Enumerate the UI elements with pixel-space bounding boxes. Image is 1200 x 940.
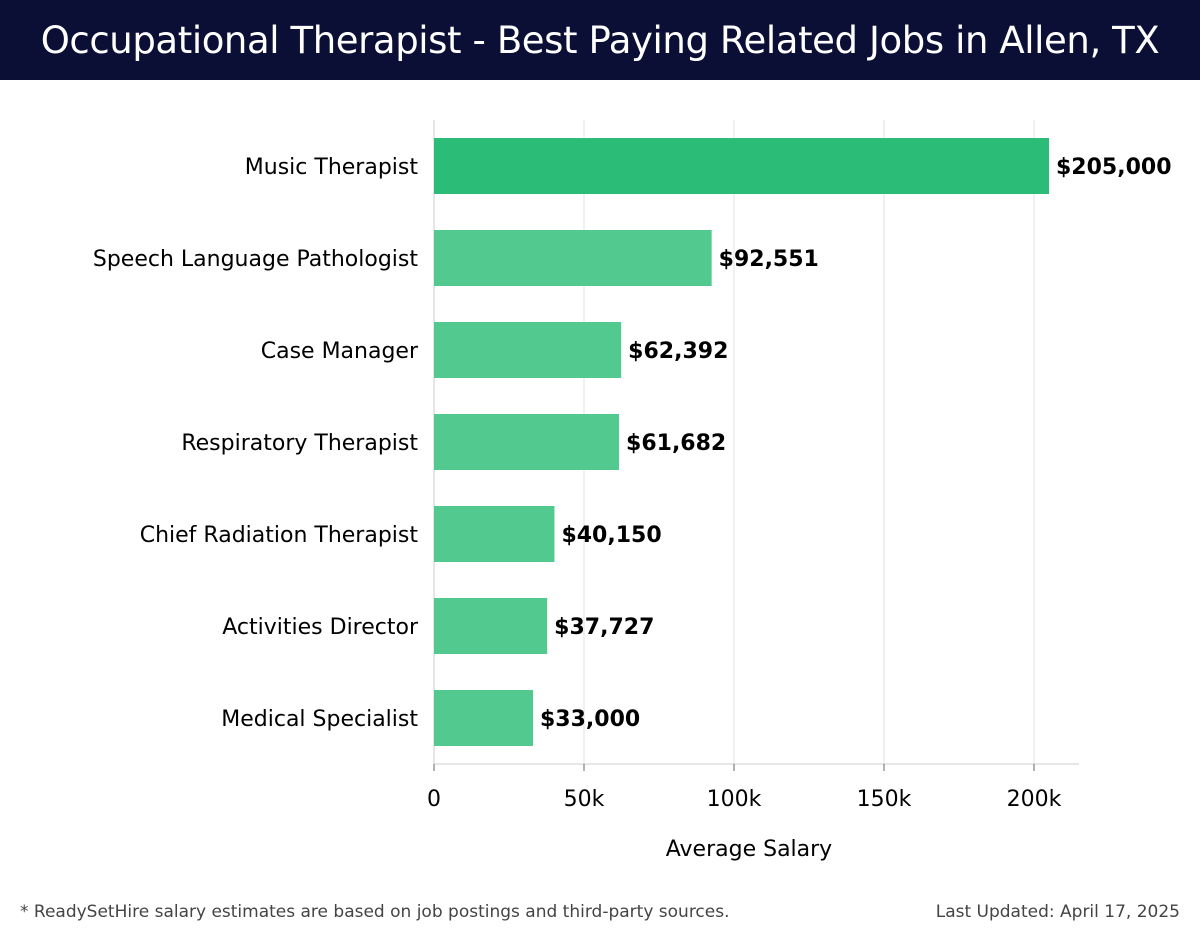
data-label: $62,392 [628, 339, 728, 364]
data-label: $205,000 [1056, 155, 1172, 180]
bar [434, 506, 555, 562]
bar [434, 690, 533, 746]
last-updated: Last Updated: April 17, 2025 [935, 902, 1180, 922]
chart-header: Occupational Therapist - Best Paying Rel… [0, 0, 1200, 80]
category-label: Respiratory Therapist [181, 431, 418, 456]
x-tick-label: 150k [857, 787, 912, 812]
data-label: $92,551 [719, 247, 819, 272]
category-label: Medical Specialist [221, 707, 418, 732]
data-label: $40,150 [561, 523, 661, 548]
category-label: Music Therapist [245, 155, 419, 180]
x-tick-label: 200k [1007, 787, 1062, 812]
data-label: $61,682 [626, 431, 726, 456]
bar [434, 414, 620, 470]
bar [434, 230, 712, 286]
chart-title: Occupational Therapist - Best Paying Rel… [40, 18, 1160, 62]
bar [434, 322, 622, 378]
category-label: Activities Director [222, 615, 419, 640]
data-label: $37,727 [554, 615, 654, 640]
x-axis-title: Average Salary [666, 837, 832, 862]
x-tick-label: 100k [707, 787, 762, 812]
data-label: $33,000 [540, 707, 640, 732]
bar [434, 138, 1049, 194]
bar [434, 598, 548, 654]
x-tick-label: 0 [427, 787, 441, 812]
bar-chart: 0 50k 100k 150k 200k Average Salary Music Ther… [93, 120, 1172, 862]
footnote: * ReadySetHire salary estimates are base… [20, 902, 730, 922]
category-label: Chief Radiation Therapist [140, 523, 419, 548]
category-label: Case Manager [261, 339, 419, 364]
category-label: Speech Language Pathologist [93, 247, 418, 272]
x-tick-label: 50k [564, 787, 605, 812]
